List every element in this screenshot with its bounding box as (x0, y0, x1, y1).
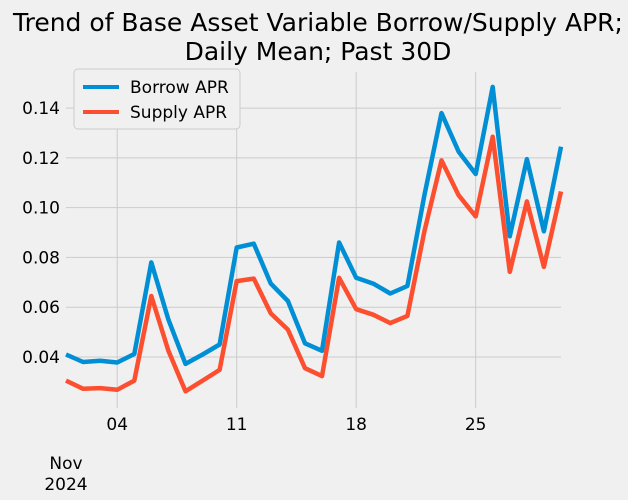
chart-title-line1: Trend of Base Asset Variable Borrow/Supp… (12, 8, 623, 37)
y-tick-label: 0.08 (22, 248, 60, 268)
x-tick-label: 11 (226, 415, 248, 435)
y-tick-label: 0.12 (22, 149, 60, 169)
chart-title-line2: Daily Mean; Past 30D (185, 37, 452, 66)
y-tick-label: 0.06 (22, 298, 60, 318)
y-tick-label: 0.10 (22, 199, 60, 219)
y-tick-label: 0.04 (22, 348, 60, 368)
y-axis-tick-labels: 0.04 0.06 0.08 0.10 0.12 0.14 (22, 99, 60, 368)
x-axis-tick-labels: 04 11 18 25 (106, 415, 486, 435)
legend-label-supply: Supply APR (130, 103, 227, 123)
x-axis-month-label: Nov (49, 454, 82, 474)
series-line-supply (65, 134, 564, 394)
legend: Borrow APR Supply APR (73, 68, 241, 130)
x-axis-year-label: 2024 (44, 475, 87, 495)
series-lines (65, 84, 564, 394)
x-tick-label: 04 (106, 415, 128, 435)
y-tick-label: 0.14 (22, 99, 60, 119)
series-line-borrow (65, 84, 564, 367)
legend-label-borrow: Borrow APR (130, 78, 229, 98)
x-tick-label: 25 (465, 415, 487, 435)
x-tick-label: 18 (345, 415, 367, 435)
